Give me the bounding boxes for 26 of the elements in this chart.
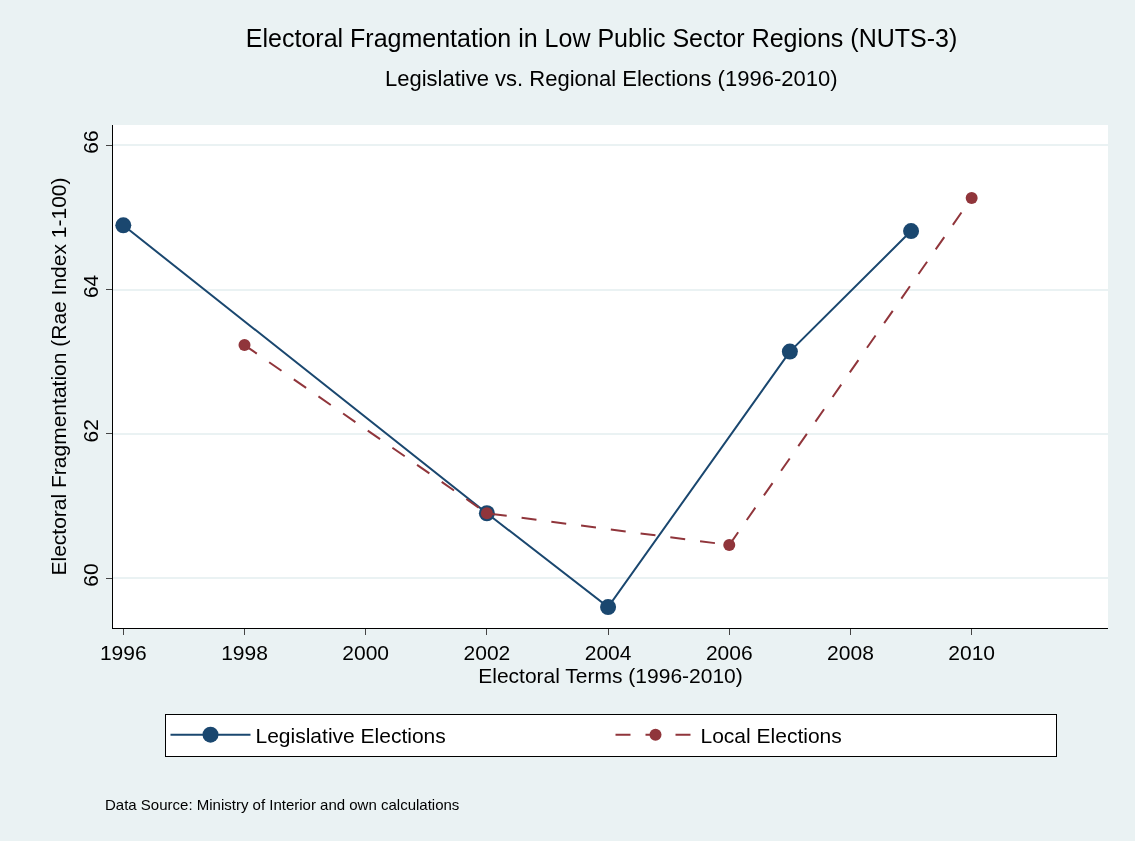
y-tick-label: 62 [78, 419, 102, 443]
y-tick-label: 64 [78, 274, 102, 299]
legend-label: Legislative Elections [255, 723, 446, 747]
y-tick-label: 60 [78, 563, 102, 587]
point [781, 343, 798, 360]
point [903, 223, 920, 240]
point [723, 539, 736, 551]
x-tick-label: 2008 [827, 641, 874, 665]
x-tick-label: 1996 [99, 641, 147, 665]
legend-label: Local Elections [700, 723, 842, 747]
y-axis-title: Electoral Fragmentation (Rae Index 1-100) [46, 177, 70, 576]
point [600, 599, 617, 616]
chart-title: Electoral Fragmentation in Low Public Sector Regions (NUTS-3) [245, 23, 958, 52]
x-tick-label: 2002 [463, 641, 511, 665]
point [238, 339, 251, 352]
x-tick-label: 2004 [584, 641, 632, 665]
x-tick-label: 2000 [342, 641, 390, 665]
source-note: Data Source: Ministry of Interior and own calculations [105, 796, 460, 813]
x-tick-label: 2006 [705, 641, 753, 665]
point [965, 191, 978, 204]
x-axis-title: Electoral Terms (1996-2010) [478, 664, 743, 688]
x-tick-label: 2010 [948, 641, 996, 665]
y-tick-label: 66 [78, 130, 102, 154]
x-tick-label: 1998 [221, 641, 268, 665]
chart-subtitle: Legislative vs. Regional Elections (1996-2010) [385, 66, 838, 91]
point [115, 217, 132, 234]
